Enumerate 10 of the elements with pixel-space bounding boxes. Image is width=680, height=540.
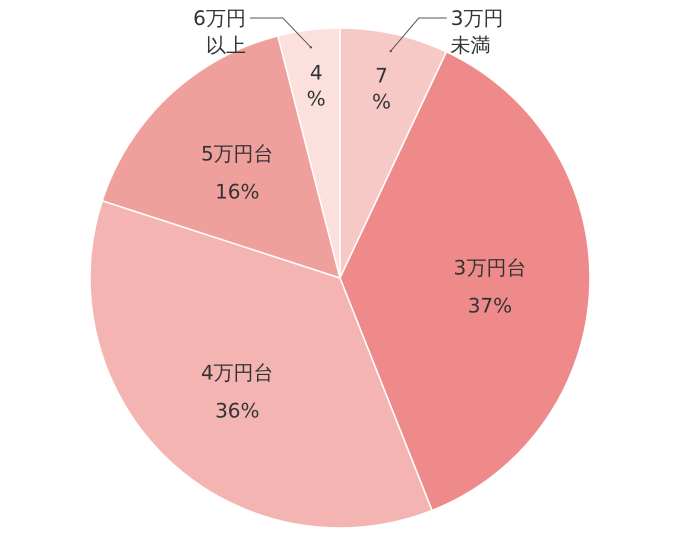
data-label: 37% (468, 294, 512, 318)
data-label: 16% (215, 180, 260, 204)
slice-label: 3万円未満 (450, 5, 504, 59)
data-label: 36% (215, 398, 260, 422)
data-label: 7% (372, 64, 391, 114)
data-label: 4% (306, 60, 326, 110)
slice-label: 3万円台 (454, 256, 526, 280)
slice-label: 5万円台 (200, 142, 274, 166)
slice-label: 6万円以上 (192, 5, 246, 59)
slice-label: 4万円台 (200, 360, 274, 384)
